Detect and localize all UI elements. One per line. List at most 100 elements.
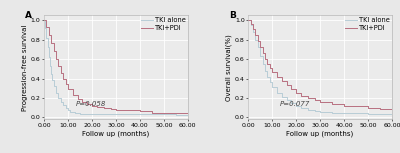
TKI+PDI [94, 106, 99, 108]
TKI alone [306, 109, 310, 110]
Text: A: A [25, 11, 32, 20]
TKI alone [265, 76, 270, 77]
TKI alone [330, 112, 334, 114]
TKI+PDI [138, 110, 142, 112]
Legend: TKI alone, TKI+PDI: TKI alone, TKI+PDI [140, 17, 186, 32]
TKI alone [279, 96, 284, 98]
TKI+PDI [390, 108, 394, 110]
TKI+PDI [46, 34, 51, 36]
TKI+PDI [58, 72, 63, 74]
TKI alone [58, 101, 63, 103]
TKI alone [174, 115, 178, 116]
TKI alone [114, 114, 118, 115]
TKI+PDI [66, 88, 70, 90]
TKI alone [284, 99, 289, 101]
TKI alone [78, 113, 82, 114]
TKI+PDI [330, 103, 334, 105]
TKI+PDI [258, 47, 262, 48]
TKI+PDI [42, 19, 46, 21]
Text: P=0.058: P=0.058 [76, 101, 106, 107]
TKI+PDI [298, 95, 303, 97]
TKI alone [51, 85, 56, 87]
TKI+PDI [267, 67, 272, 69]
TKI+PDI [56, 65, 61, 67]
Line: TKI+PDI: TKI+PDI [44, 20, 188, 113]
TKI alone [262, 70, 267, 72]
TKI+PDI [63, 83, 68, 85]
TKI+PDI [253, 34, 258, 36]
TKI+PDI [318, 101, 322, 103]
TKI+PDI [49, 42, 54, 43]
TKI alone [186, 115, 190, 116]
TKI alone [49, 73, 54, 75]
TKI+PDI [250, 28, 255, 30]
TKI+PDI [102, 107, 106, 109]
TKI+PDI [246, 19, 250, 21]
TKI+PDI [114, 109, 118, 110]
TKI+PDI [313, 99, 318, 101]
TKI+PDI [174, 112, 178, 114]
TKI+PDI [255, 40, 260, 41]
TKI+PDI [61, 78, 66, 79]
TKI alone [270, 86, 274, 88]
TKI+PDI [265, 63, 270, 65]
TKI+PDI [80, 101, 85, 103]
TKI alone [63, 107, 68, 109]
TKI alone [73, 112, 78, 114]
TKI+PDI [262, 58, 267, 60]
TKI alone [126, 114, 130, 115]
TKI+PDI [284, 84, 289, 86]
TKI+PDI [274, 76, 279, 77]
TKI+PDI [289, 88, 294, 90]
Line: TKI alone: TKI alone [44, 20, 188, 116]
TKI+PDI [366, 107, 370, 109]
TKI alone [66, 109, 70, 110]
TKI alone [90, 114, 94, 115]
TKI alone [61, 104, 66, 106]
TKI+PDI [44, 26, 49, 28]
TKI+PDI [279, 80, 284, 82]
TKI alone [44, 37, 49, 39]
TKI+PDI [109, 108, 114, 110]
TKI alone [68, 111, 73, 112]
TKI+PDI [150, 112, 154, 114]
Line: TKI+PDI: TKI+PDI [248, 20, 392, 109]
TKI alone [253, 39, 258, 41]
TKI alone [289, 102, 294, 104]
TKI alone [378, 113, 382, 114]
TKI alone [274, 92, 279, 94]
TKI+PDI [378, 108, 382, 110]
TKI+PDI [126, 109, 130, 110]
Y-axis label: Progression-free survival: Progression-free survival [22, 24, 28, 110]
TKI alone [313, 110, 318, 112]
X-axis label: Follow up (months): Follow up (months) [286, 131, 354, 137]
X-axis label: Follow up (months): Follow up (months) [82, 131, 150, 137]
TKI alone [267, 82, 272, 83]
TKI alone [318, 111, 322, 112]
TKI alone [260, 63, 265, 65]
Line: TKI alone: TKI alone [248, 20, 392, 114]
TKI alone [366, 113, 370, 114]
TKI+PDI [85, 103, 90, 105]
TKI alone [48, 65, 52, 67]
TKI alone [250, 31, 255, 33]
TKI alone [248, 24, 253, 26]
TKI alone [43, 27, 48, 29]
TKI+PDI [270, 71, 274, 73]
TKI alone [255, 47, 260, 48]
TKI alone [46, 56, 51, 58]
TKI alone [258, 55, 262, 57]
Text: P=0.077: P=0.077 [280, 101, 310, 107]
TKI+PDI [186, 112, 190, 114]
Legend: TKI alone, TKI+PDI: TKI alone, TKI+PDI [344, 17, 391, 32]
TKI+PDI [306, 97, 310, 99]
TKI+PDI [70, 94, 75, 96]
TKI alone [54, 92, 58, 94]
TKI+PDI [90, 105, 94, 107]
TKI alone [102, 114, 106, 115]
TKI+PDI [75, 98, 80, 100]
Y-axis label: Overall survival(%): Overall survival(%) [226, 34, 232, 101]
TKI alone [246, 19, 250, 21]
TKI+PDI [51, 50, 56, 52]
TKI alone [45, 47, 50, 48]
